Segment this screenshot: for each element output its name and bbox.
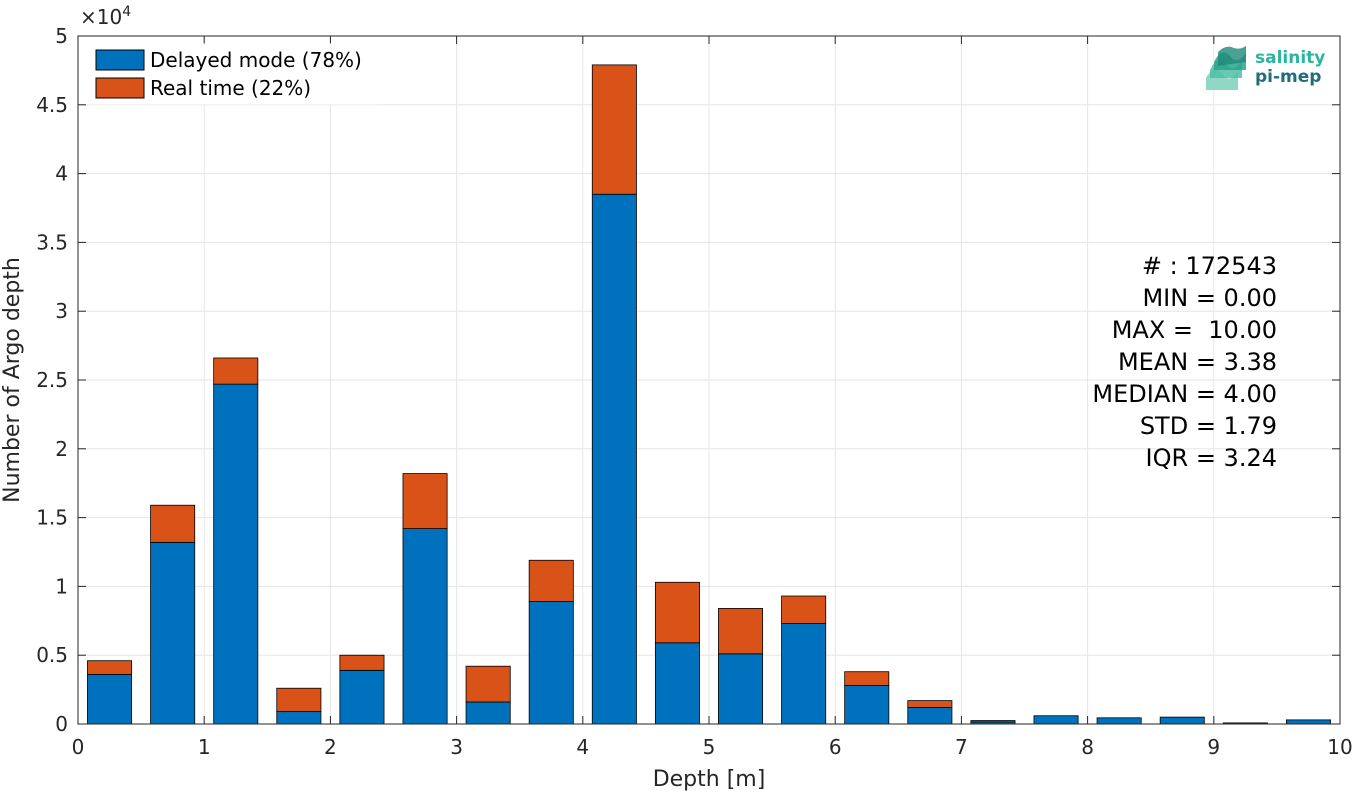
x-tick-label: 7 bbox=[955, 735, 968, 759]
y-tick-label: 5 bbox=[55, 24, 68, 48]
bar-delayed-mode bbox=[844, 685, 890, 725]
bar-real-time bbox=[781, 595, 827, 624]
salinity-pimep-logo: salinity pi-mep bbox=[1206, 46, 1325, 90]
y-tick-label: 1 bbox=[55, 574, 68, 598]
bar-delayed-mode bbox=[718, 653, 764, 725]
y-tick-label: 4 bbox=[55, 162, 68, 186]
logo-line1: salinity bbox=[1255, 48, 1325, 68]
stat-line: MIN = 0.00 bbox=[1142, 284, 1277, 312]
bar-delayed-mode bbox=[1096, 717, 1142, 725]
bar-real-time bbox=[465, 665, 511, 703]
bar-real-time bbox=[970, 720, 1016, 723]
y-tick-labels: 0 0.5 1 1.5 2 2.5 3 3.5 4 4.5 5 bbox=[36, 24, 68, 736]
x-tick-label: 3 bbox=[450, 735, 463, 759]
y-tick-label: 0.5 bbox=[36, 643, 68, 667]
bar-delayed-mode bbox=[213, 383, 259, 725]
y-tick-label: 0 bbox=[55, 712, 68, 736]
legend: Delayed mode (78%) Real time (22%) bbox=[87, 43, 384, 105]
y-tick-label: 4.5 bbox=[36, 93, 68, 117]
bar-delayed-mode bbox=[1285, 719, 1331, 725]
y-tick-label: 3.5 bbox=[36, 230, 68, 254]
bar-delayed-mode bbox=[339, 669, 385, 725]
x-tick-label: 8 bbox=[1081, 735, 1094, 759]
statistics-box: # : 172543 MIN = 0.00 MAX = 10.00 MEAN = 3.… bbox=[1092, 252, 1277, 472]
bar-real-time bbox=[591, 64, 637, 195]
stat-line: MEAN = 3.38 bbox=[1118, 348, 1277, 376]
stat-line: # : 172543 bbox=[1142, 252, 1277, 280]
bar-delayed-mode bbox=[907, 707, 953, 725]
logo-line2: pi-mep bbox=[1255, 67, 1321, 87]
bar-delayed-mode bbox=[591, 193, 637, 725]
bar-real-time bbox=[718, 608, 764, 655]
x-tick-label: 2 bbox=[324, 735, 337, 759]
bar-delayed-mode bbox=[465, 701, 511, 725]
bar-real-time bbox=[528, 559, 574, 602]
bar-delayed-mode bbox=[1159, 716, 1205, 725]
x-tick-labels: 0 1 2 3 4 5 6 7 8 9 10 bbox=[72, 735, 1353, 759]
x-tick-label: 1 bbox=[198, 735, 211, 759]
bar-real-time bbox=[150, 504, 196, 543]
bar-real-time bbox=[654, 581, 700, 644]
legend-swatch-delayed bbox=[95, 49, 145, 71]
x-axis-label: Depth [m] bbox=[653, 767, 766, 792]
ticks-group bbox=[77, 35, 1341, 725]
bar-delayed-mode bbox=[654, 642, 700, 725]
x-tick-label: 0 bbox=[72, 735, 85, 759]
bar-delayed-mode bbox=[528, 601, 574, 725]
bar-delayed-mode bbox=[87, 674, 133, 725]
stat-line: IQR = 3.24 bbox=[1146, 444, 1277, 472]
bar-delayed-mode bbox=[781, 623, 827, 725]
bar-delayed-mode bbox=[1033, 715, 1079, 725]
x-tick-label: 9 bbox=[1207, 735, 1220, 759]
bar-delayed-mode bbox=[150, 541, 196, 725]
x-tick-label: 5 bbox=[703, 735, 716, 759]
bar-real-time bbox=[844, 671, 890, 686]
bar-real-time bbox=[907, 700, 953, 708]
bars-group bbox=[87, 64, 1331, 725]
x-tick-label: 6 bbox=[829, 735, 842, 759]
bar-real-time bbox=[87, 660, 133, 675]
y-tick-label: 1.5 bbox=[36, 506, 68, 530]
y-exponent-label: ×104 bbox=[80, 4, 131, 29]
legend-swatch-realtime bbox=[95, 77, 145, 99]
bar-real-time bbox=[339, 654, 385, 671]
x-tick-label: 10 bbox=[1327, 735, 1352, 759]
legend-label-delayed: Delayed mode (78%) bbox=[150, 48, 362, 72]
y-tick-label: 2.5 bbox=[36, 368, 68, 392]
bar-delayed-mode bbox=[276, 711, 322, 725]
bar-real-time bbox=[213, 357, 259, 385]
stat-line: MAX = 10.00 bbox=[1112, 316, 1277, 344]
x-tick-label: 4 bbox=[576, 735, 589, 759]
y-axis-label: Number of Argo depth bbox=[0, 257, 25, 503]
y-tick-label: 2 bbox=[55, 437, 68, 461]
stat-line: MEDIAN = 4.00 bbox=[1092, 380, 1277, 408]
stat-line: STD = 1.79 bbox=[1140, 412, 1277, 440]
bar-real-time bbox=[276, 687, 322, 713]
bar-delayed-mode bbox=[402, 528, 448, 725]
bar-real-time bbox=[402, 473, 448, 530]
y-tick-label: 3 bbox=[55, 299, 68, 323]
legend-label-realtime: Real time (22%) bbox=[150, 76, 311, 100]
wave-icon bbox=[1206, 46, 1246, 90]
